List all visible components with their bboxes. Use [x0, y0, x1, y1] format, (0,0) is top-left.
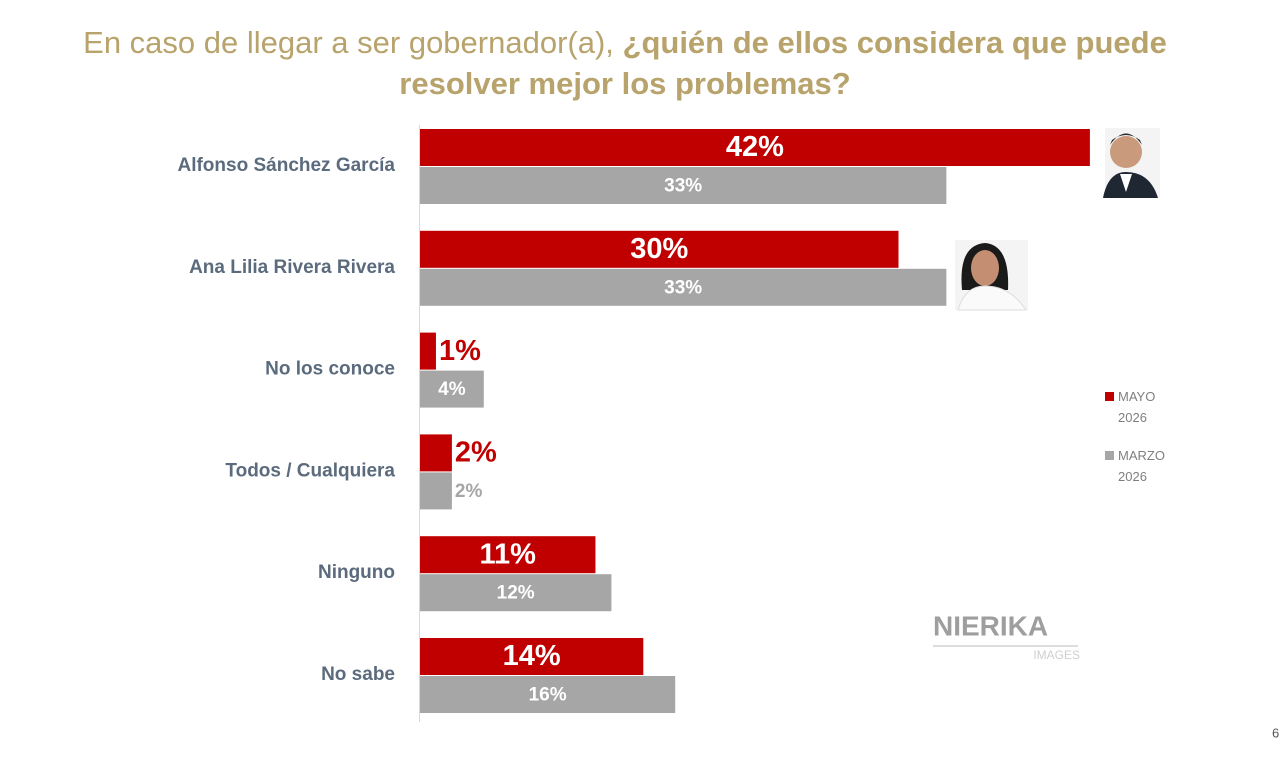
bar: [420, 574, 612, 612]
category-label: Ana Lilia Rivera Rivera: [189, 257, 395, 278]
photo: [955, 240, 1028, 311]
legend-swatch: [1105, 451, 1114, 460]
title-part: En caso de llegar a ser gobernador(a),: [83, 25, 623, 60]
bar: [420, 434, 452, 472]
bar: [420, 536, 596, 574]
bar: [420, 638, 644, 675]
value-label: 2%: [455, 437, 497, 469]
legend-swatch: [1105, 392, 1114, 401]
category-label: No los conoce: [265, 359, 395, 380]
value-label: 4%: [438, 379, 466, 400]
value-label: 33%: [664, 176, 702, 197]
bar: [420, 129, 1090, 166]
value-label: 16%: [529, 685, 567, 706]
bar: [420, 676, 676, 713]
value-label: 33%: [664, 277, 702, 298]
bar: [420, 472, 452, 510]
bar: [420, 268, 947, 306]
value-label: 12%: [497, 583, 535, 604]
bar: [420, 167, 947, 204]
bar: [420, 370, 484, 408]
bar: [420, 230, 899, 268]
photo: [1103, 128, 1160, 198]
value-label: 2%: [455, 481, 483, 502]
legend-label: MAYO 2026: [1118, 389, 1156, 425]
bar: [420, 332, 436, 370]
category-label: Todos / Cualquiera: [225, 460, 395, 481]
watermark: NIERIKA: [933, 610, 1048, 641]
value-label: 1%: [439, 335, 481, 367]
value-label: 42%: [726, 131, 784, 163]
value-label: 14%: [503, 640, 561, 672]
value-label: 11%: [479, 538, 536, 570]
title-emphasis: ¿quién de ellos considera que puede reso…: [399, 25, 1167, 101]
legend-label: MARZO 2026: [1118, 448, 1165, 484]
category-label: Ninguno: [318, 562, 395, 583]
chart-title: En caso de llegar a ser gobernador(a), ¿…: [50, 22, 1200, 104]
value-label: 30%: [630, 233, 688, 265]
watermark-sub: IMAGES: [1033, 648, 1080, 662]
page-number: 6: [1272, 725, 1279, 740]
category-label: Alfonso Sánchez García: [177, 155, 395, 176]
category-label: No sabe: [321, 664, 395, 685]
